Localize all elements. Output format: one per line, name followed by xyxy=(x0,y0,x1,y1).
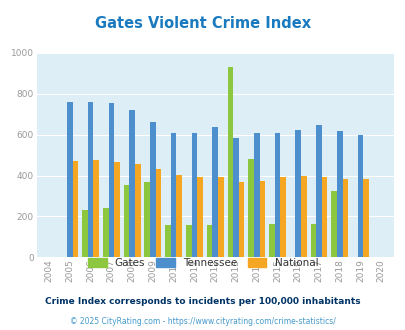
Bar xyxy=(114,162,119,257)
Bar xyxy=(227,67,232,257)
Bar xyxy=(321,177,327,257)
Bar xyxy=(362,179,368,257)
Bar xyxy=(93,160,99,257)
Bar xyxy=(330,191,336,257)
Bar xyxy=(212,127,217,257)
Bar xyxy=(171,133,176,257)
Bar xyxy=(67,102,72,257)
Bar xyxy=(87,102,93,257)
Bar xyxy=(336,131,342,257)
Bar xyxy=(357,135,362,257)
Bar xyxy=(150,122,155,257)
Bar xyxy=(232,138,238,257)
Bar xyxy=(206,225,212,257)
Bar xyxy=(102,208,108,257)
Bar xyxy=(279,177,285,257)
Bar xyxy=(129,110,134,257)
Bar xyxy=(301,176,306,257)
Bar xyxy=(253,133,259,257)
Bar xyxy=(217,177,223,257)
Bar xyxy=(191,133,197,257)
Bar xyxy=(310,224,315,257)
Bar xyxy=(259,181,264,257)
Bar xyxy=(269,224,274,257)
Bar xyxy=(72,161,78,257)
Bar xyxy=(197,177,202,257)
Bar xyxy=(82,210,87,257)
Bar xyxy=(295,130,301,257)
Bar xyxy=(155,169,161,257)
Legend: Gates, Tennessee, National: Gates, Tennessee, National xyxy=(83,254,322,272)
Bar xyxy=(342,179,347,257)
Bar xyxy=(165,225,171,257)
Bar xyxy=(124,185,129,257)
Text: Crime Index corresponds to incidents per 100,000 inhabitants: Crime Index corresponds to incidents per… xyxy=(45,297,360,307)
Bar xyxy=(274,133,279,257)
Bar xyxy=(108,103,114,257)
Bar xyxy=(238,182,244,257)
Bar xyxy=(144,182,150,257)
Bar xyxy=(134,164,140,257)
Text: Gates Violent Crime Index: Gates Violent Crime Index xyxy=(95,16,310,31)
Text: © 2025 CityRating.com - https://www.cityrating.com/crime-statistics/: © 2025 CityRating.com - https://www.city… xyxy=(70,317,335,326)
Bar xyxy=(248,159,253,257)
Bar xyxy=(315,125,321,257)
Bar xyxy=(176,175,181,257)
Bar xyxy=(185,225,191,257)
